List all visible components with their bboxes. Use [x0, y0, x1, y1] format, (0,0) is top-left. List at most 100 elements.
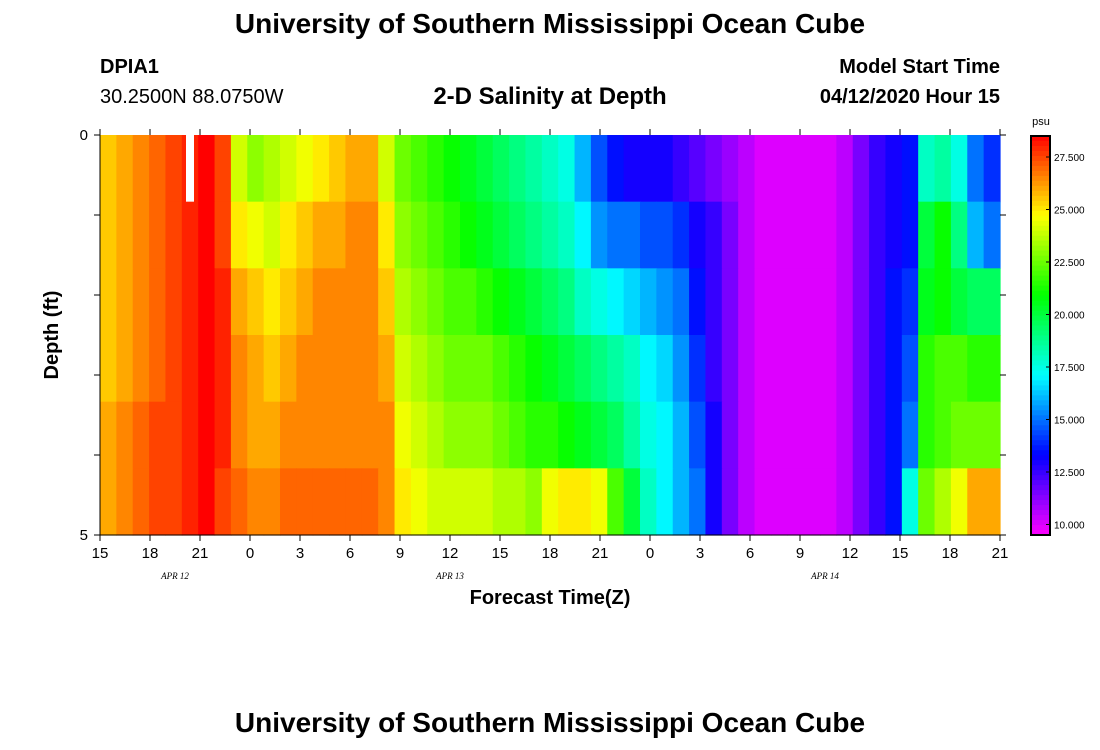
- heatmap-cell: [312, 135, 330, 203]
- heatmap-cell: [394, 401, 412, 469]
- heatmap-cell: [492, 135, 510, 203]
- colorbar-swatch: [1031, 420, 1050, 426]
- heatmap-cell: [967, 268, 985, 336]
- heatmap-cell: [329, 201, 347, 269]
- colorbar-swatch: [1031, 515, 1050, 521]
- heatmap-cell: [361, 135, 379, 203]
- heatmap-cell: [590, 201, 608, 269]
- heatmap-cell: [132, 335, 150, 403]
- y-tick-label: 0: [80, 127, 88, 144]
- heatmap-cell: [509, 335, 527, 403]
- heatmap-cell: [656, 401, 674, 469]
- colorbar-tick-label: 10.000: [1054, 521, 1085, 532]
- colorbar-swatch: [1031, 185, 1050, 192]
- heatmap-cell: [885, 335, 903, 403]
- heatmap-cell: [640, 401, 657, 469]
- colorbar-swatch: [1031, 200, 1050, 207]
- heatmap-cell: [443, 201, 461, 269]
- colorbar-swatch: [1031, 505, 1050, 511]
- colorbar-swatch: [1031, 475, 1050, 481]
- footer-title: University of Southern Mississippi Ocean…: [234, 707, 866, 738]
- heatmap-cell: [263, 401, 281, 469]
- heatmap-cell: [296, 401, 314, 469]
- colorbar-swatch: [1031, 165, 1050, 172]
- heatmap-cell: [869, 335, 887, 403]
- heatmap-cell: [689, 401, 707, 469]
- heatmap-cell: [427, 201, 445, 269]
- heatmap-cell: [165, 135, 183, 203]
- colorbar-swatch: [1031, 530, 1050, 536]
- heatmap-cell: [770, 268, 788, 336]
- heatmap-cell: [705, 468, 723, 536]
- heatmap-cell: [132, 468, 150, 536]
- heatmap-cell: [410, 268, 428, 336]
- heatmap-cell: [934, 135, 952, 203]
- heatmap-cell: [705, 401, 723, 469]
- heatmap-cell: [934, 335, 952, 403]
- colorbar-swatch: [1031, 215, 1050, 222]
- colorbar-swatch: [1031, 225, 1050, 232]
- heatmap-cell: [214, 468, 232, 536]
- colorbar-swatch: [1031, 495, 1050, 501]
- plot-title: 2-D Salinity at Depth: [433, 83, 667, 110]
- colorbar-swatch: [1031, 250, 1050, 257]
- heatmap-cell: [623, 401, 641, 469]
- heatmap-cell: [967, 201, 985, 269]
- heatmap-cell: [640, 335, 657, 403]
- x-tick-label: 9: [796, 545, 804, 562]
- heatmap-cell: [280, 201, 297, 269]
- heatmap-cell: [803, 268, 821, 336]
- heatmap-cell: [607, 135, 625, 203]
- heatmap-cell: [885, 268, 903, 336]
- colorbar-tick-label: 20.000: [1054, 311, 1085, 322]
- heatmap-cell: [410, 401, 428, 469]
- heatmap-cell: [901, 468, 919, 536]
- station-id: DPIA1: [100, 56, 159, 78]
- heatmap-cell: [656, 335, 674, 403]
- heatmap-cell: [525, 201, 543, 269]
- heatmap-cell: [689, 268, 707, 336]
- colorbar-swatch: [1031, 450, 1050, 456]
- heatmap-cell: [820, 335, 837, 403]
- heatmap-cell: [672, 135, 690, 203]
- heatmap-cell: [590, 335, 608, 403]
- heatmap-cell: [623, 468, 641, 536]
- colorbar-swatch: [1031, 375, 1050, 381]
- heatmap-cell: [934, 468, 952, 536]
- colorbar-swatch: [1031, 300, 1050, 307]
- heatmap-cell: [950, 201, 968, 269]
- heatmap-cell: [623, 335, 641, 403]
- colorbar-swatch: [1031, 160, 1050, 167]
- heatmap-cell: [165, 468, 183, 536]
- heatmap-cell: [149, 135, 167, 203]
- heatmap-cell: [378, 468, 396, 536]
- heatmap-cell: [820, 268, 837, 336]
- heatmap-cell: [361, 335, 379, 403]
- heatmap-cell: [329, 268, 347, 336]
- heatmap-cell: [918, 468, 936, 536]
- heatmap-cell: [214, 135, 232, 203]
- heatmap-cell: [525, 268, 543, 336]
- heatmap-cell: [738, 268, 756, 336]
- heatmap-cell: [787, 401, 805, 469]
- heatmap-cell: [149, 268, 167, 336]
- heatmap-cell: [214, 401, 232, 469]
- x-tick-label: 12: [442, 545, 459, 562]
- heatmap-cell: [361, 201, 379, 269]
- heatmap-cell: [263, 268, 281, 336]
- heatmap-cell: [410, 335, 428, 403]
- heatmap-cell: [770, 201, 788, 269]
- heatmap-cell: [509, 268, 527, 336]
- x-tick-label: 3: [696, 545, 704, 562]
- colorbar-tick-label: 25.000: [1054, 206, 1085, 217]
- heatmap-cell: [869, 135, 887, 203]
- heatmap-cell: [721, 468, 739, 536]
- heatmap-cell: [427, 335, 445, 403]
- heatmap-cell: [132, 201, 150, 269]
- heatmap-cell: [345, 468, 363, 536]
- heatmap-cell: [689, 335, 707, 403]
- heatmap-cell: [378, 201, 396, 269]
- heatmap-cell: [738, 468, 756, 536]
- colorbar-swatch: [1031, 230, 1050, 237]
- colorbar-swatch: [1031, 500, 1050, 506]
